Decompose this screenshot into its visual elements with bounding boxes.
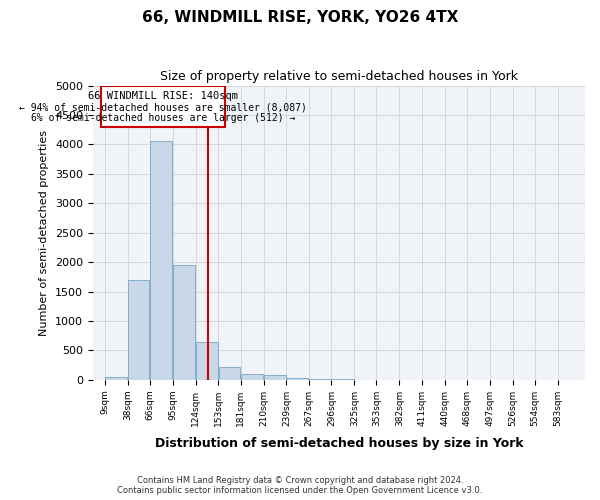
- Bar: [287, 378, 308, 380]
- Bar: [173, 265, 195, 380]
- Bar: [309, 379, 331, 380]
- Bar: [219, 367, 240, 380]
- Bar: [196, 342, 218, 380]
- Bar: [128, 280, 149, 380]
- Text: 66 WINDMILL RISE: 140sqm: 66 WINDMILL RISE: 140sqm: [88, 92, 238, 102]
- Bar: [241, 374, 263, 380]
- FancyBboxPatch shape: [101, 86, 225, 126]
- Title: Size of property relative to semi-detached houses in York: Size of property relative to semi-detach…: [160, 70, 518, 83]
- Bar: [264, 376, 286, 380]
- Y-axis label: Number of semi-detached properties: Number of semi-detached properties: [40, 130, 49, 336]
- Text: ← 94% of semi-detached houses are smaller (8,087): ← 94% of semi-detached houses are smalle…: [19, 102, 307, 112]
- X-axis label: Distribution of semi-detached houses by size in York: Distribution of semi-detached houses by …: [155, 437, 523, 450]
- Text: 6% of semi-detached houses are larger (512) →: 6% of semi-detached houses are larger (5…: [31, 112, 295, 122]
- Bar: [105, 377, 127, 380]
- Text: Contains HM Land Registry data © Crown copyright and database right 2024.
Contai: Contains HM Land Registry data © Crown c…: [118, 476, 482, 495]
- Text: 66, WINDMILL RISE, YORK, YO26 4TX: 66, WINDMILL RISE, YORK, YO26 4TX: [142, 10, 458, 25]
- Bar: [150, 142, 172, 380]
